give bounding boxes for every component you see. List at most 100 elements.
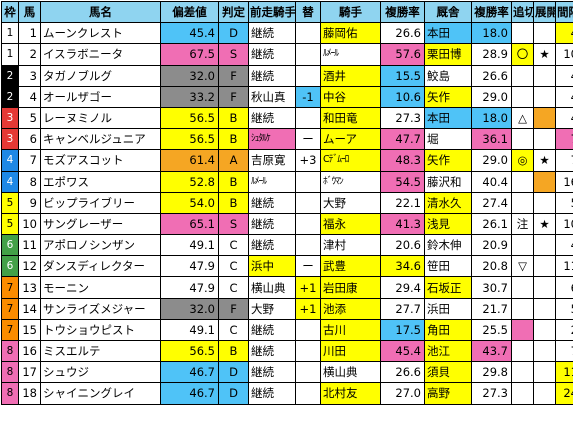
waku-cell: 4: [2, 150, 19, 171]
prev-jockey-cell: 秋山真: [249, 86, 296, 107]
stable-cell: 栗田博: [425, 44, 472, 65]
hantei-cell: A: [219, 150, 249, 171]
col-kae-header: 替: [296, 2, 321, 23]
oikiri-cell: [512, 65, 534, 86]
jockey-rate-cell: 26.6: [381, 23, 425, 44]
prev-jockey-cell: 横山典: [249, 277, 296, 298]
hensa-cell: 49.1: [161, 235, 219, 256]
hantei-cell: F: [219, 298, 249, 319]
col-prev-jockey-header: 前走騎手: [249, 2, 296, 23]
waku-cell: 8: [2, 341, 19, 362]
jockey-change-cell: [296, 171, 321, 192]
interval-cell: 24: [556, 383, 573, 404]
horse-name-cell: ダンスディレクター: [41, 256, 161, 277]
waku-cell: 7: [2, 319, 19, 340]
tenkai-cell: [534, 23, 556, 44]
jockey-cell: 中谷: [321, 86, 381, 107]
jockey-cell: 岩田康: [321, 277, 381, 298]
hantei-cell: D: [219, 362, 249, 383]
jockey-rate-cell: 15.5: [381, 65, 425, 86]
horse-name-cell: アポロノシンザン: [41, 235, 161, 256]
jockey-rate-cell: 27.3: [381, 107, 425, 128]
hensa-cell: 33.2: [161, 86, 219, 107]
hensa-cell: 47.9: [161, 277, 219, 298]
horse-number-cell: 5: [19, 107, 41, 128]
prev-jockey-cell: 継続: [249, 65, 296, 86]
tenkai-cell: [534, 256, 556, 277]
tenkai-cell: [534, 86, 556, 107]
oikiri-cell: [512, 298, 534, 319]
tenkai-cell: [534, 129, 556, 150]
tenkai-cell: [534, 341, 556, 362]
stable-rate-cell: 18.0: [472, 107, 512, 128]
jockey-rate-cell: 27.0: [381, 383, 425, 404]
jockey-change-cell: +1: [296, 298, 321, 319]
stable-rate-cell: 27.3: [472, 383, 512, 404]
hensa-cell: 45.4: [161, 23, 219, 44]
hensa-cell: 46.7: [161, 383, 219, 404]
stable-rate-cell: 20.9: [472, 235, 512, 256]
horse-name-cell: エポワス: [41, 171, 161, 192]
stable-cell: 浜田: [425, 298, 472, 319]
jockey-cell: 川田: [321, 341, 381, 362]
jockey-cell: 津村: [321, 235, 381, 256]
waku-cell: 1: [2, 23, 19, 44]
jockey-cell: ﾙﾒｰﾙ: [321, 44, 381, 65]
horse-number-cell: 1: [19, 23, 41, 44]
stable-rate-cell: 43.7: [472, 341, 512, 362]
jockey-change-cell: ー: [296, 256, 321, 277]
interval-cell: 10: [556, 213, 573, 234]
hensa-cell: 56.5: [161, 129, 219, 150]
jockey-rate-cell: 27.7: [381, 298, 425, 319]
stable-cell: 堀: [425, 129, 472, 150]
stable-cell: 鮫島: [425, 65, 472, 86]
jockey-cell: ﾎﾞｳﾏﾝ: [321, 171, 381, 192]
horse-number-cell: 15: [19, 319, 41, 340]
horse-number-cell: 10: [19, 213, 41, 234]
hensa-cell: 47.9: [161, 256, 219, 277]
hensa-cell: 49.1: [161, 319, 219, 340]
jockey-cell: 北村友: [321, 383, 381, 404]
prev-jockey-cell: 継続: [249, 383, 296, 404]
horse-name-cell: モーニン: [41, 277, 161, 298]
jockey-change-cell: [296, 319, 321, 340]
stable-rate-cell: 29.0: [472, 86, 512, 107]
waku-cell: 8: [2, 383, 19, 404]
horse-number-cell: 6: [19, 129, 41, 150]
interval-cell: 4: [556, 65, 573, 86]
interval-cell: 4: [556, 235, 573, 256]
stable-cell: 石坂正: [425, 277, 472, 298]
waku-cell: 6: [2, 235, 19, 256]
jockey-change-cell: [296, 65, 321, 86]
col-tenkai-header: 展開: [534, 2, 556, 23]
jockey-change-cell: +3: [296, 150, 321, 171]
jockey-change-cell: [296, 383, 321, 404]
oikiri-cell: ▽: [512, 256, 534, 277]
horse-name-cell: シュウジ: [41, 362, 161, 383]
stable-cell: 須貝: [425, 362, 472, 383]
jockey-cell: ムーア: [321, 129, 381, 150]
horse-name-cell: キャンベルジュニア: [41, 129, 161, 150]
jockey-rate-cell: 29.4: [381, 277, 425, 298]
col-uma-header: 馬: [19, 2, 41, 23]
jockey-rate-cell: 48.3: [381, 150, 425, 171]
tenkai-cell: [534, 383, 556, 404]
col-stable-header: 厩舎: [425, 2, 472, 23]
jockey-cell: 古川: [321, 319, 381, 340]
race-table: 枠馬馬名偏差値判定前走騎手替騎手複勝率厩舎複勝率追切展開間隔 11ムーンクレスト…: [1, 1, 573, 405]
jockey-rate-cell: 26.6: [381, 362, 425, 383]
jockey-cell: Cﾃﾞﾑｰﾛ: [321, 150, 381, 171]
horse-number-cell: 9: [19, 192, 41, 213]
prev-jockey-cell: 継続: [249, 362, 296, 383]
jockey-rate-cell: 17.5: [381, 319, 425, 340]
hantei-cell: D: [219, 23, 249, 44]
interval-cell: 10: [556, 44, 573, 65]
horse-number-cell: 3: [19, 65, 41, 86]
horse-number-cell: 17: [19, 362, 41, 383]
